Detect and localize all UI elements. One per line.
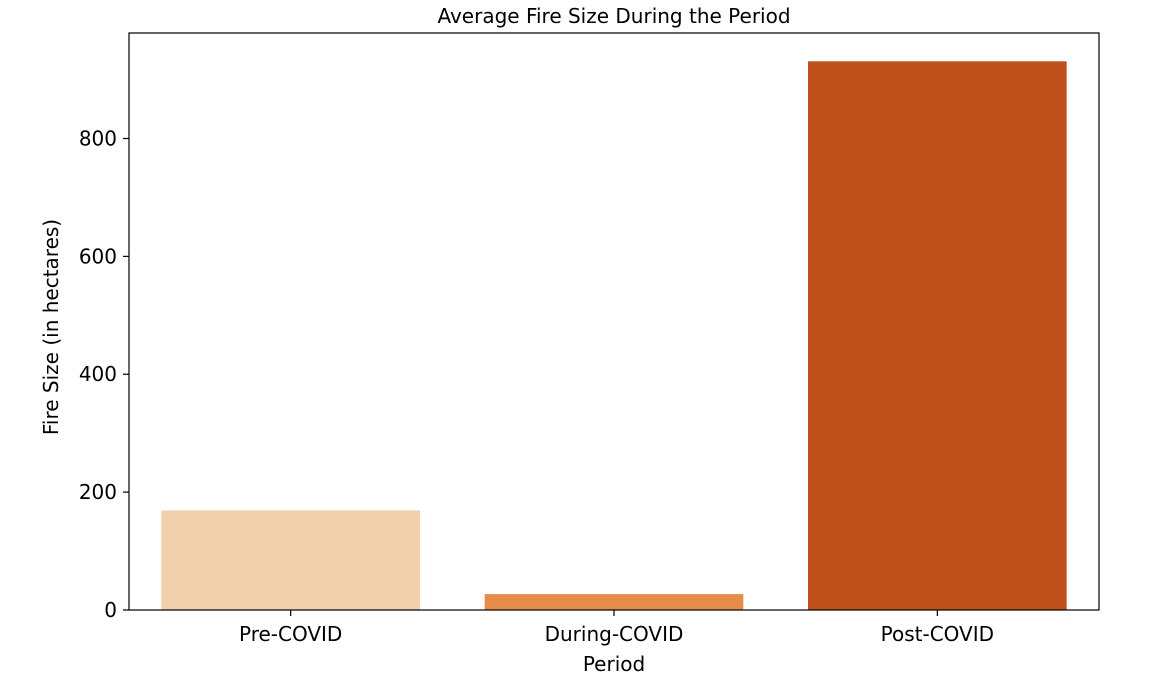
x-axis-ticks: Pre-COVID During-COVID Post-COVID [239, 610, 994, 646]
plot-area-frame [128, 32, 1100, 611]
x-tick-label: Pre-COVID [239, 622, 342, 646]
y-tick-label: 800 [79, 126, 117, 150]
y-axis-ticks: 0 200 400 600 800 [79, 126, 129, 622]
x-axis-label: Period [583, 652, 645, 676]
y-axis-label: Fire Size (in hectares) [39, 219, 63, 435]
bar-during-covid [484, 594, 744, 610]
bars-group [161, 61, 1067, 610]
y-tick-label: 600 [79, 244, 117, 268]
y-tick-label: 400 [79, 362, 117, 386]
x-tick-label: Post-COVID [881, 622, 994, 646]
y-tick-label: 200 [79, 480, 117, 504]
chart-title: Average Fire Size During the Period [437, 4, 790, 28]
x-tick-label: During-COVID [545, 622, 684, 646]
bar-post-covid [808, 61, 1067, 610]
y-tick-label: 0 [104, 598, 117, 622]
bar-pre-covid [161, 510, 421, 610]
